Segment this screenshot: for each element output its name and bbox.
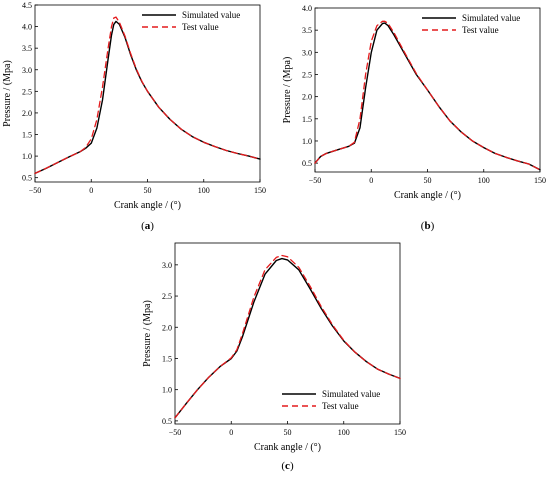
y-tick-label: 3.0 (302, 48, 312, 57)
panel-letter: a (145, 220, 151, 232)
y-tick-label: 0.5 (22, 174, 32, 183)
panel-letter: b (424, 220, 430, 232)
x-tick-label: 150 (394, 428, 406, 437)
legend-label-test: Test value (462, 25, 499, 35)
panel-label: (c) (281, 460, 294, 472)
chart-panel-b: −50 0 50 100 150 0.5 1.0 1.5 2.0 2.5 3.0 3.5 4.0 Cran… (282, 4, 546, 232)
x-axis-title: Crank angle / (°) (394, 190, 461, 201)
y-tick-label: 2.0 (162, 323, 172, 332)
x-tick-label: −50 (309, 176, 322, 185)
y-axis-title: Pressure / (Mpa) (282, 57, 293, 124)
x-tick-label: 100 (198, 186, 210, 195)
x-tick-label: −50 (169, 428, 182, 437)
y-tick-label: 1.0 (22, 152, 32, 161)
y-tick-label: 3.5 (22, 44, 32, 53)
x-axis-title: Crank angle / (°) (254, 442, 321, 453)
y-tick-label: 0.5 (162, 417, 172, 426)
y-tick-label: 1.5 (162, 354, 172, 363)
x-axis-title: Crank angle / (°) (114, 200, 181, 211)
chart-panel-a: −50 0 50 100 150 0.5 1.0 1.5 2.0 2.5 3.0 3.5 4.0 4.5 C… (2, 1, 266, 232)
legend-label-test: Test value (182, 22, 219, 32)
legend-label-test: Test value (322, 401, 359, 411)
x-tick-label: 150 (254, 186, 266, 195)
y-tick-label: 1.5 (22, 131, 32, 140)
series-line-test (34, 16, 261, 175)
y-tick-label: 2.0 (22, 109, 32, 118)
y-tick-label: 2.5 (302, 70, 312, 79)
y-tick-label: 2.0 (302, 93, 312, 102)
legend-label-simulated: Simulated value (462, 13, 520, 23)
y-tick-label: 1.0 (162, 386, 172, 395)
y-tick-label: 3.0 (22, 66, 32, 75)
x-tick-label: 150 (534, 176, 546, 185)
legend-label-simulated: Simulated value (322, 389, 380, 399)
legend-label-simulated: Simulated value (182, 10, 240, 20)
y-tick-label: 2.5 (162, 292, 172, 301)
y-tick-label: 4.0 (22, 23, 32, 32)
y-tick-label: 4.5 (22, 1, 32, 10)
series-line-test (174, 254, 401, 419)
y-tick-label: 1.0 (302, 137, 312, 146)
x-tick-label: 100 (478, 176, 490, 185)
chart-panel-c: −50 0 50 100 150 0.5 1.0 1.5 2.0 2.5 3.0 Crank angl… (142, 242, 406, 472)
y-tick-label: 1.5 (302, 115, 312, 124)
panel-label: (a) (141, 220, 154, 232)
series-line-test (314, 20, 541, 171)
plot-frame (34, 4, 261, 183)
x-tick-label: 50 (284, 428, 292, 437)
y-tick-label: 4.0 (302, 4, 312, 13)
x-tick-label: 50 (424, 176, 432, 185)
x-tick-label: 100 (338, 428, 350, 437)
y-axis-title: Pressure / (Mpa) (2, 60, 13, 127)
panel-letter: c (285, 460, 290, 472)
y-axis-title: Pressure / (Mpa) (142, 300, 153, 367)
x-tick-label: 0 (89, 186, 93, 195)
x-tick-label: 50 (144, 186, 152, 195)
x-tick-label: 0 (229, 428, 233, 437)
y-tick-label: 0.5 (302, 159, 312, 168)
series-line-simulated (314, 22, 541, 171)
y-tick-label: 2.5 (22, 87, 32, 96)
x-tick-label: −50 (29, 186, 42, 195)
y-tick-label: 3.5 (302, 26, 312, 35)
x-tick-label: 0 (369, 176, 373, 185)
panel-label: (b) (421, 220, 435, 232)
y-tick-label: 3.0 (162, 261, 172, 270)
